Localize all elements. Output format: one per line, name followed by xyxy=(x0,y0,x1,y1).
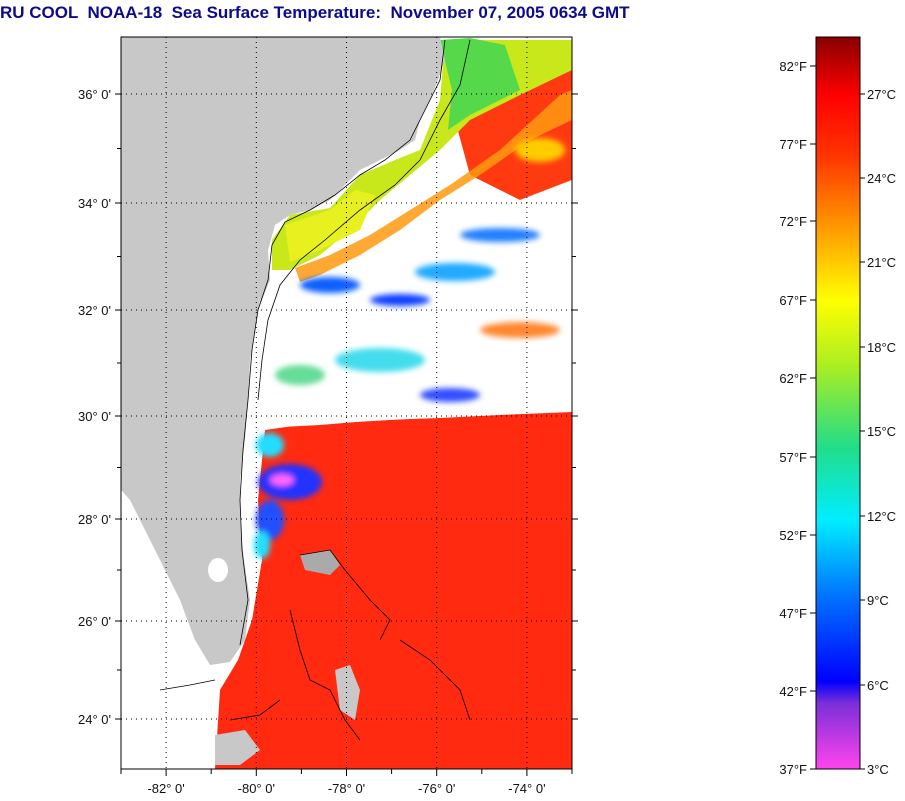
colorbar-f-label: 47°F xyxy=(779,606,807,621)
lat-tick-label: 32° 0' xyxy=(78,303,111,318)
east-florida-shelf xyxy=(248,300,268,420)
lon-tick-label: -74° 0' xyxy=(508,781,545,796)
sst-shelf-break-orange xyxy=(295,90,572,282)
lat-tick-label: 34° 0' xyxy=(78,196,111,211)
lon-tick-label: -80° 0' xyxy=(238,781,275,796)
colorbar-c-label: 27°C xyxy=(867,87,896,102)
lon-tick-label: -82° 0' xyxy=(147,781,184,796)
cold-streaks xyxy=(254,138,565,559)
colorbar-f-label: 77°F xyxy=(779,137,807,152)
lon-tick-label: -76° 0' xyxy=(418,781,455,796)
lat-tick-label: 26° 0' xyxy=(78,614,111,629)
colorbar-c-label: 24°C xyxy=(867,171,896,186)
colorbar-f-label: 62°F xyxy=(779,371,807,386)
colorbar-c-label: 6°C xyxy=(867,678,889,693)
colorbar-f-label: 57°F xyxy=(779,450,807,465)
lat-tick-label: 24° 0' xyxy=(78,712,111,727)
sst-shelf-yellow xyxy=(285,190,375,262)
colorbar-c-label: 15°C xyxy=(867,424,896,439)
cloud-cover-northeast xyxy=(420,180,572,265)
sst-warm-water xyxy=(215,410,572,769)
colorbar-f-label: 37°F xyxy=(779,762,807,777)
lake-okeechobee xyxy=(208,558,228,582)
cloud-cover-south xyxy=(262,380,572,428)
colorbar-f-label: 72°F xyxy=(779,214,807,229)
colorbar-c-label: 9°C xyxy=(867,593,889,608)
colorbar-c-label: 12°C xyxy=(867,509,896,524)
map-imagery xyxy=(121,37,572,769)
lat-tick-label: 36° 0' xyxy=(78,87,111,102)
colorbar-c-label: 18°C xyxy=(867,340,896,355)
bahamas-banks xyxy=(335,665,360,720)
sst-coastal-green xyxy=(440,38,520,130)
florida-shelf xyxy=(121,500,215,705)
longitude-labels: -82° 0' -80° 0' -78° 0' -76° 0' -74° 0' xyxy=(147,781,545,796)
colorbar-celsius-labels: 27°C 24°C 21°C 18°C 15°C 12°C 9°C 6°C 3°C xyxy=(860,87,896,777)
colorbar-fahrenheit-labels: 82°F 77°F 72°F 67°F 62°F 57°F 52°F 47°F 42°F 37°F xyxy=(779,59,816,777)
map-title: RU COOL NOAA-18 Sea Surface Temperature:… xyxy=(0,3,630,22)
colorbar-f-label: 42°F xyxy=(779,684,807,699)
colorbar-f-label: 82°F xyxy=(779,59,807,74)
land-us-southeast xyxy=(121,37,445,665)
colorbar-c-label: 3°C xyxy=(867,762,889,777)
lat-tick-label: 28° 0' xyxy=(78,512,111,527)
bahamas-abaco xyxy=(300,550,340,575)
map-grid xyxy=(115,37,578,776)
colorbar-f-label: 52°F xyxy=(779,528,807,543)
cuba-fragment xyxy=(215,730,260,765)
lat-tick-label: 30° 0' xyxy=(78,409,111,424)
lon-tick-label: -78° 0' xyxy=(328,781,365,796)
colorbar xyxy=(815,36,861,770)
latitude-labels: 36° 0' 34° 0' 32° 0' 30° 0' 28° 0' 26° 0' 24° … xyxy=(78,87,111,727)
colorbar-f-label: 67°F xyxy=(779,293,807,308)
colorbar-c-label: 21°C xyxy=(867,255,896,270)
coastline-contours xyxy=(159,39,471,741)
